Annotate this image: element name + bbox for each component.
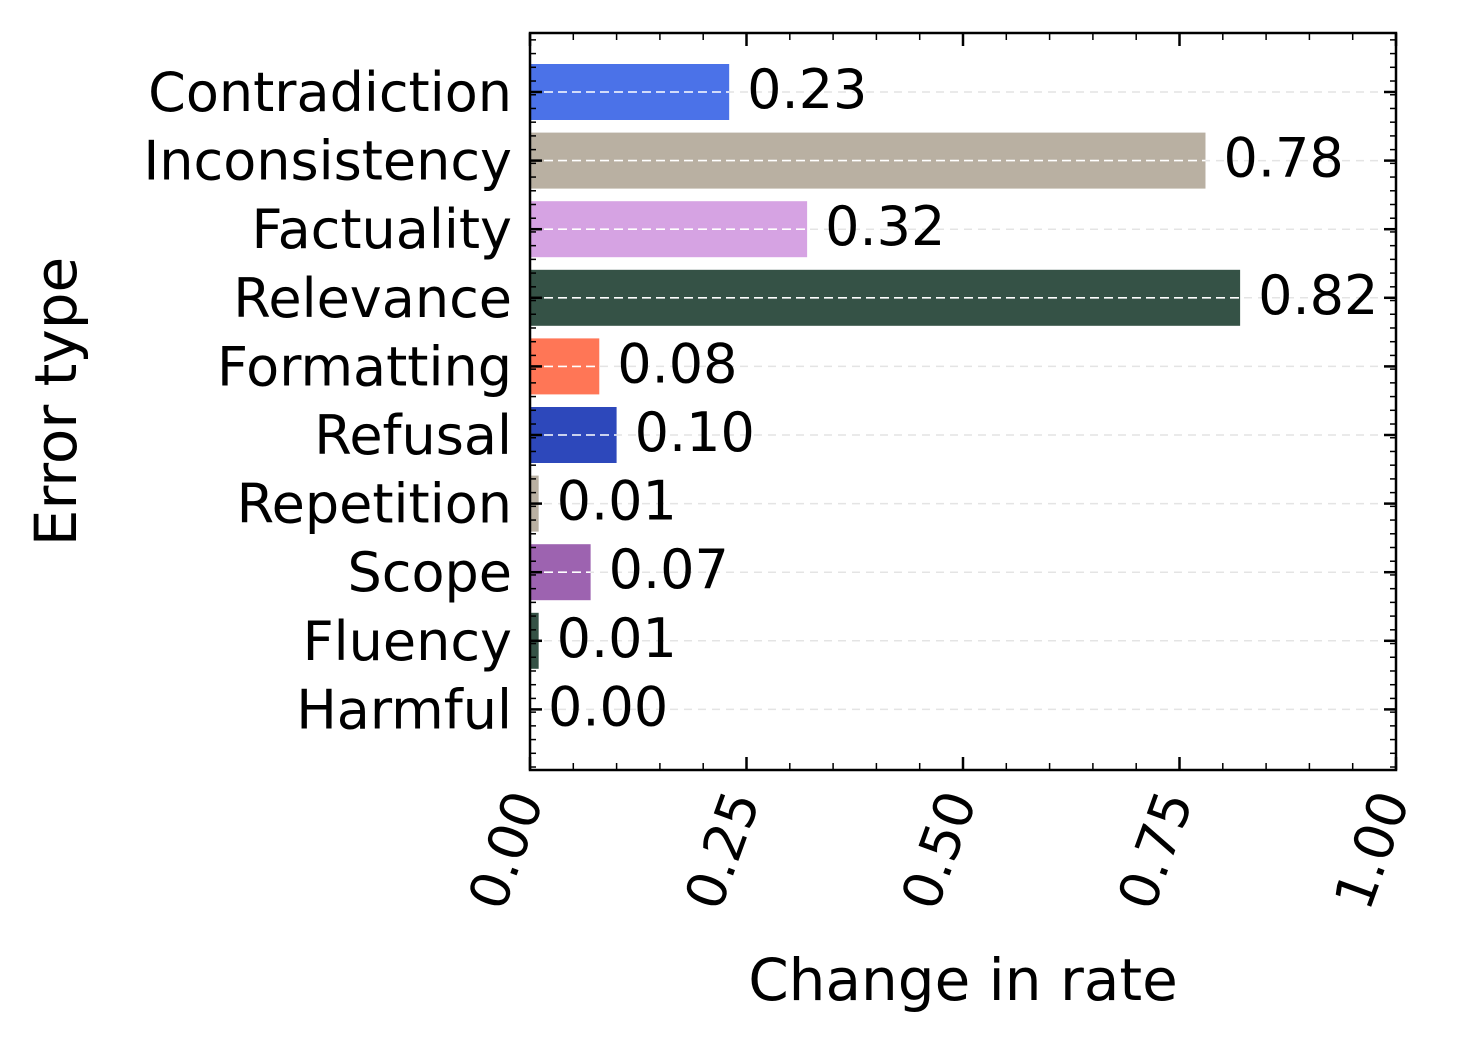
category-label: Harmful — [296, 678, 512, 741]
category-label: Factuality — [251, 198, 512, 261]
category-label: Repetition — [237, 473, 512, 536]
data-label: 0.00 — [548, 675, 668, 738]
category-label: Relevance — [233, 267, 512, 330]
category-label: Fluency — [303, 610, 512, 673]
data-label: 0.01 — [557, 470, 677, 533]
category-label: Inconsistency — [143, 130, 512, 193]
x-tick-label: 0.50 — [889, 783, 989, 918]
x-axis-title: Change in rate — [748, 946, 1178, 1014]
data-label: 0.82 — [1258, 264, 1378, 327]
category-label: Contradiction — [148, 61, 512, 124]
labels: 0.23 Contradiction 0.78 Inconsistency 0.32 Fa… — [143, 58, 1422, 917]
data-label: 0.08 — [617, 332, 737, 395]
x-tick-label: 0.75 — [1105, 783, 1205, 918]
y-axis-title: Error type — [22, 257, 90, 546]
bar — [530, 201, 808, 258]
data-label: 0.78 — [1223, 127, 1343, 190]
data-label: 0.32 — [825, 195, 945, 258]
axes-frame — [528, 31, 1398, 772]
data-label: 0.23 — [747, 58, 867, 121]
category-label: Scope — [347, 541, 512, 604]
category-label: Refusal — [314, 404, 512, 467]
data-label: 0.01 — [557, 607, 677, 670]
x-tick-label: 0.00 — [456, 783, 556, 918]
x-tick-label: 0.25 — [672, 783, 772, 918]
plot-frame — [528, 31, 1398, 772]
data-label: 0.07 — [609, 538, 729, 601]
category-label: Formatting — [217, 335, 512, 398]
x-tick-label: 1.00 — [1322, 783, 1422, 918]
data-label: 0.10 — [635, 401, 755, 464]
bars — [530, 64, 1241, 669]
